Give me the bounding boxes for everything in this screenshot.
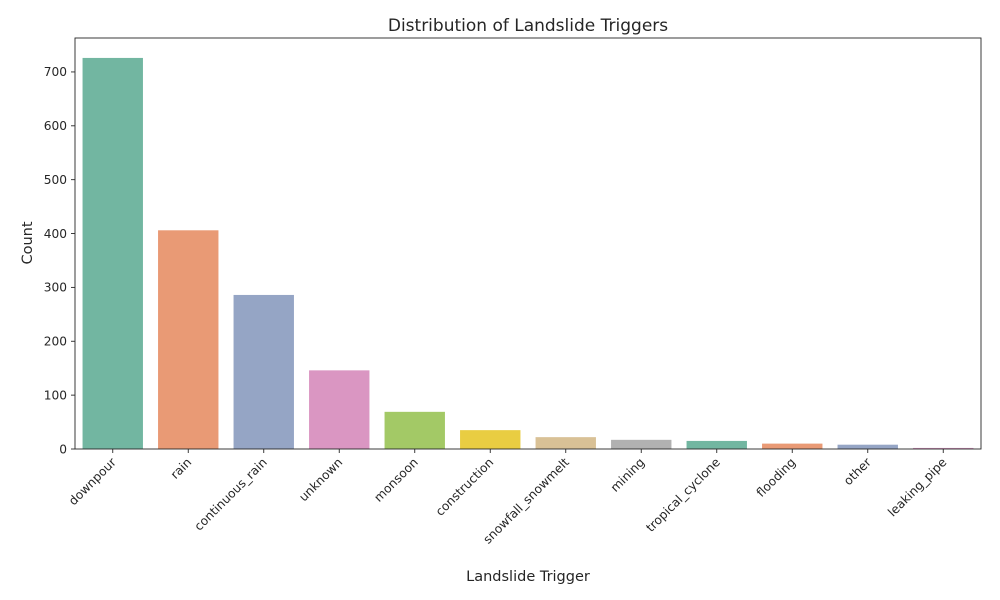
y-tick-label: 700 — [44, 65, 67, 79]
x-tick-label: unknown — [296, 455, 345, 504]
x-tick-label: rain — [168, 455, 195, 482]
bars — [82, 57, 974, 449]
x-tick-label: downpour — [66, 455, 120, 509]
y-tick-label: 0 — [59, 442, 67, 456]
y-tick-label: 500 — [44, 173, 67, 187]
y-tick-label: 400 — [44, 227, 67, 241]
bar-leaking-pipe — [913, 447, 974, 449]
x-tick-label: construction — [433, 455, 496, 518]
bar-rain — [158, 230, 219, 449]
bar-mining — [611, 439, 672, 449]
x-tick-label: continuous_rain — [192, 455, 270, 533]
y-tick-label: 100 — [44, 388, 67, 402]
x-tick-label: other — [841, 455, 875, 489]
x-tick-label: flooding — [754, 455, 799, 500]
x-tick-label: tropical_cyclone — [643, 455, 723, 535]
bar-tropical-cyclone — [686, 440, 747, 449]
x-tick-label: snowfall_snowmelt — [481, 455, 572, 546]
y-tick-label: 300 — [44, 281, 67, 295]
chart-title: Distribution of Landslide Triggers — [388, 16, 668, 36]
y-tick-label: 600 — [44, 119, 67, 133]
x-tick-label: mining — [608, 455, 647, 494]
bar-flooding — [762, 443, 823, 449]
bar-construction — [460, 430, 521, 449]
bar-other — [837, 444, 898, 449]
bar-continuous-rain — [233, 294, 294, 449]
y-axis: 0 100 200 300 400 500 600 700 — [44, 65, 75, 456]
bar-unknown — [309, 370, 370, 449]
plot-frame — [74, 37, 982, 450]
x-tick-label: monsoon — [371, 455, 421, 505]
y-tick-label: 200 — [44, 335, 67, 349]
y-axis-label: Count — [20, 221, 36, 264]
bar-monsoon — [384, 411, 445, 449]
x-axis-label: Landslide Trigger — [466, 569, 590, 585]
bar-downpour — [82, 57, 143, 449]
bar-snowfall-snowmelt — [535, 437, 596, 449]
x-tick-label: leaking_pipe — [885, 455, 949, 519]
